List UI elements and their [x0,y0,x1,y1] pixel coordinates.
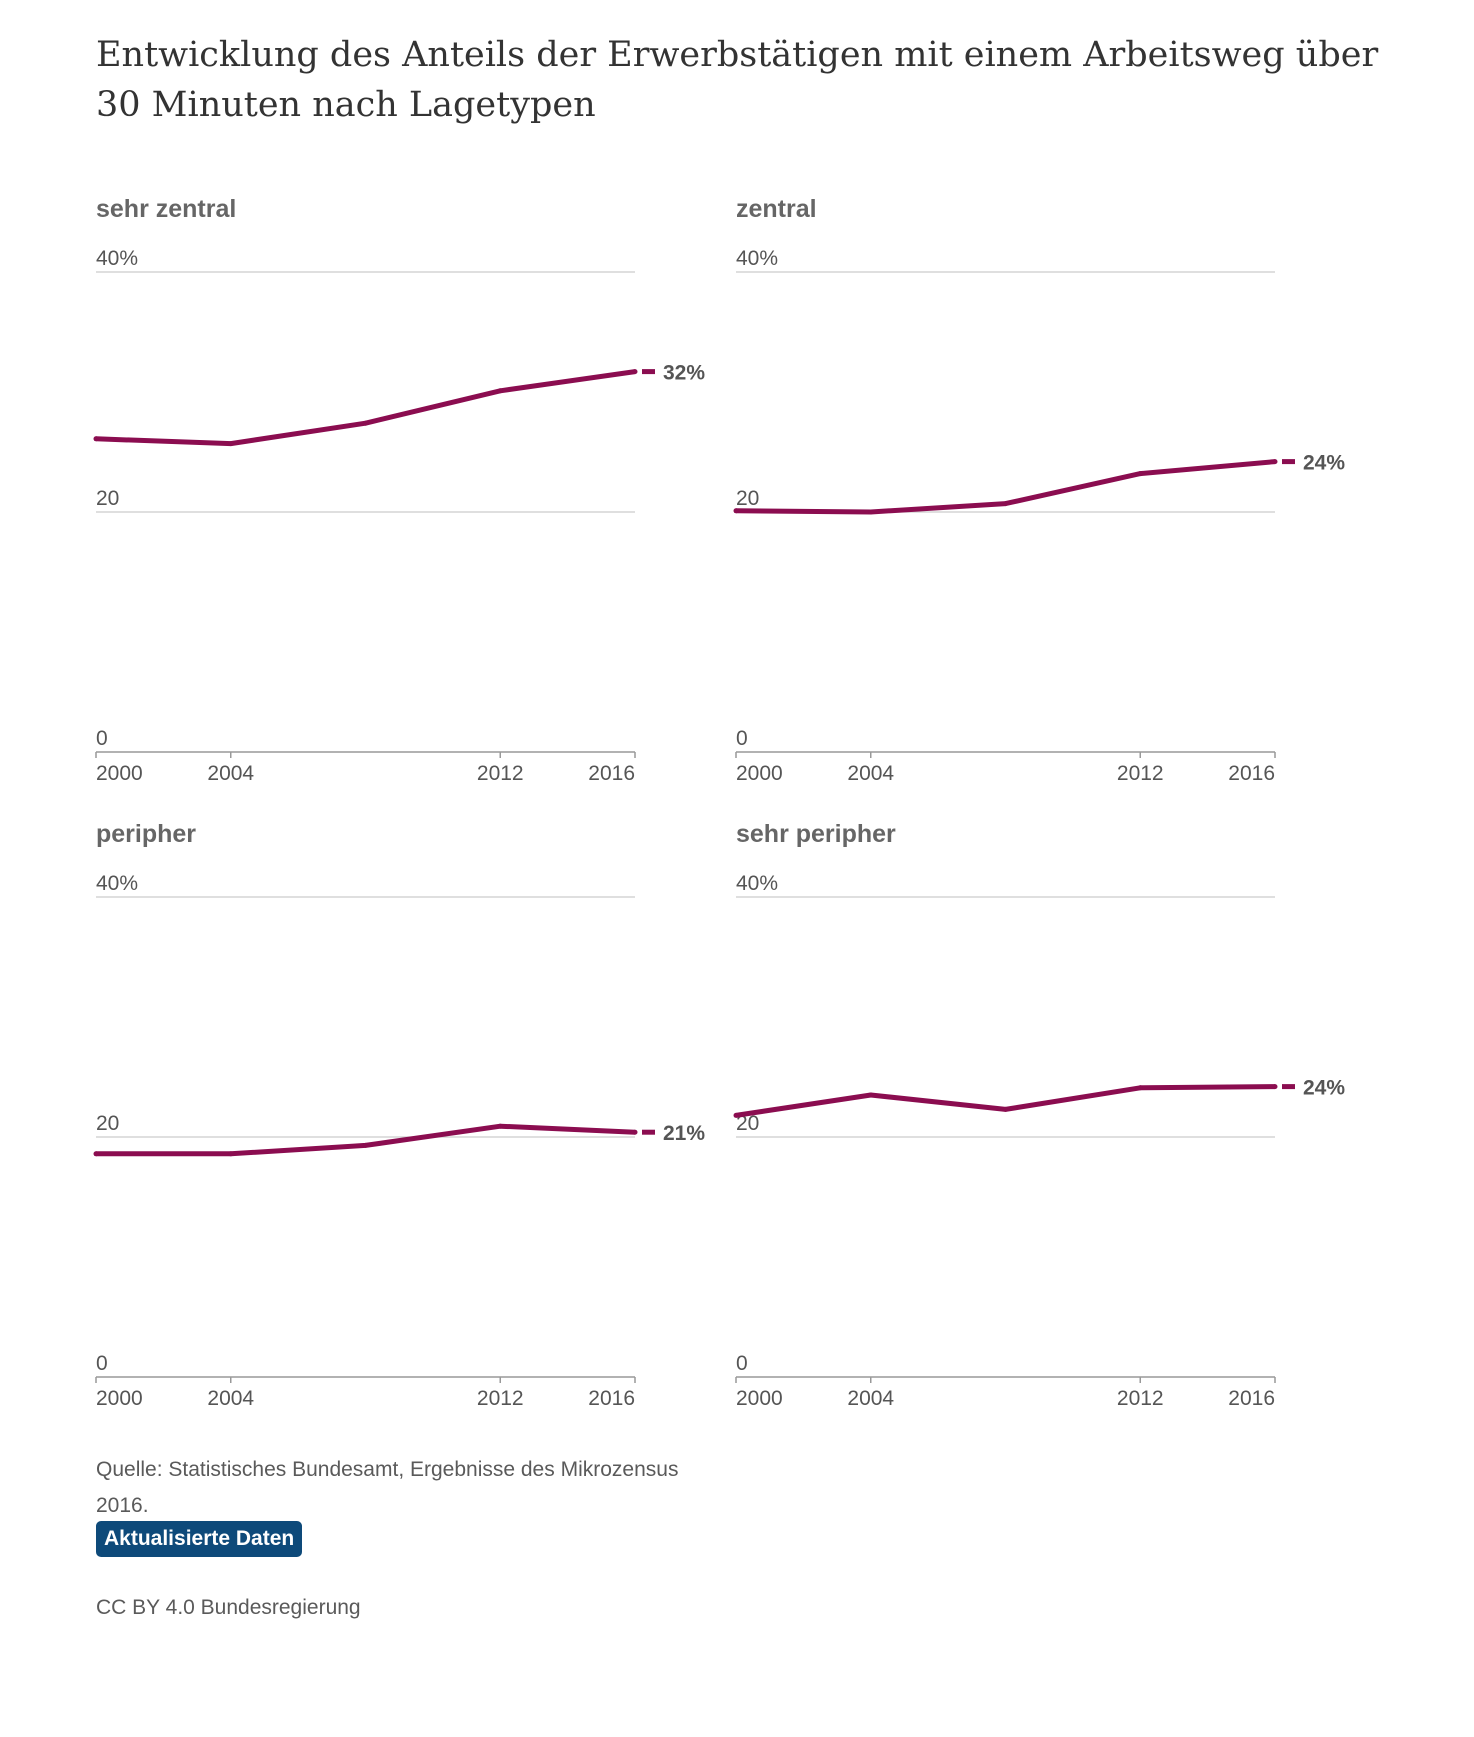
panel-title: sehr zentral [96,195,237,223]
line-chart: 40% 20 0 2000 2004 2012 2016 32% [93,247,705,785]
data-point [868,509,874,515]
data-point [1272,1084,1278,1090]
y-tick-label: 20 [96,487,119,510]
y-tick-label: 20 [96,1112,119,1135]
x-tick-label: 2012 [1117,1387,1164,1410]
data-point [228,1151,234,1157]
chart-panel-zentral: zentral 40% 20 0 2000 2004 2012 2016 24% [733,195,1456,815]
line-chart: 40% 20 0 2000 2004 2012 2016 24% [733,247,1345,785]
page-title: Entwicklung des Anteils der Erwerbstätig… [96,35,1379,125]
source-note: Quelle: Statistisches Bundesamt, Ergebni… [96,1458,679,1517]
chart-panel-sehr-peripher: sehr peripher 40% 20 0 2000 2004 2012 2016 24% [733,820,1456,1440]
data-point [1003,501,1008,507]
x-tick-label: 2004 [207,1387,254,1410]
y-tick-label: 0 [96,1352,108,1375]
data-point [93,1151,99,1157]
data-point [363,1142,368,1148]
x-tick-label: 2000 [736,762,783,785]
panel-title: sehr peripher [736,820,896,848]
data-point [868,1092,874,1098]
y-tick-label: 20 [736,487,759,510]
y-tick-label: 40% [736,247,778,270]
x-tick-label: 2012 [477,762,524,785]
y-tick-label: 0 [736,727,748,750]
x-tick-label: 2000 [96,1387,143,1410]
y-tick-label: 0 [736,1352,748,1375]
x-tick-label: 2016 [1228,762,1275,785]
y-tick-label: 40% [96,247,138,270]
data-point [733,508,739,514]
series-line [96,1123,636,1157]
data-point [228,441,234,447]
end-value-label: 24% [1303,1077,1345,1100]
y-tick-label: 20 [736,1112,759,1135]
series-line [95,369,636,447]
panel-title: peripher [96,820,197,848]
y-tick-label: 40% [736,872,778,895]
y-tick-label: 0 [96,727,108,750]
x-tick-label: 2016 [588,1387,635,1410]
data-point [733,1112,739,1118]
x-tick-label: 2004 [847,762,894,785]
data-point [497,1123,503,1129]
chart-panel-peripher: peripher 40% 20 0 2000 2004 2012 2016 21% [93,820,816,1440]
x-tick-label: 2000 [96,762,143,785]
data-point [1137,1085,1143,1091]
x-tick-label: 2012 [477,1387,524,1410]
panel-title: zentral [736,195,817,223]
chart-panel-sehr-zentral: sehr zentral 40% 20 0 2000 2004 2012 2016 32% [93,195,816,815]
data-point [497,388,503,394]
data-point [93,436,99,442]
x-tick-label: 2000 [736,1387,783,1410]
x-tick-label: 2004 [207,762,254,785]
line-chart: 40% 20 0 2000 2004 2012 2016 24% [733,872,1345,1410]
data-point [632,369,638,375]
end-value-label: 24% [1303,452,1345,475]
y-tick-label: 40% [96,872,138,895]
x-tick-label: 2004 [847,1387,894,1410]
data-point [1003,1106,1008,1112]
data-point [1137,471,1143,477]
data-point [1272,459,1278,465]
end-value-label: 21% [663,1122,705,1145]
x-tick-label: 2012 [1117,762,1164,785]
data-point [363,420,368,426]
line-chart: 40% 20 0 2000 2004 2012 2016 21% [93,872,705,1410]
updated-data-button[interactable]: Aktualisierte Daten [96,1521,303,1557]
x-tick-label: 2016 [1228,1387,1275,1410]
x-tick-label: 2016 [588,762,635,785]
end-value-label: 32% [663,362,705,385]
data-point [632,1129,638,1135]
license-note: CC BY 4.0 Bundesregierung [96,1596,361,1619]
